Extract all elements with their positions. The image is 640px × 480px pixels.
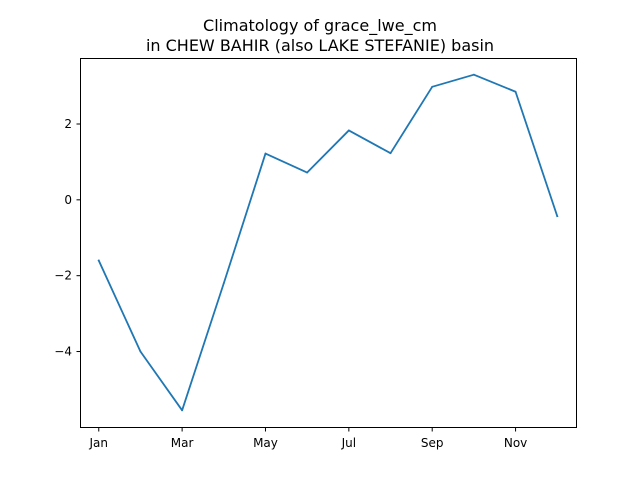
data-point [97,259,100,262]
data-point [347,129,350,132]
series-layer [97,73,559,412]
x-tick-label: Sep [421,436,444,450]
data-point [222,282,225,285]
x-axis-ticks: Jan Mar May Jul Sep Nov [89,427,527,450]
data-point [431,85,434,88]
y-tick-label: −4 [54,345,72,359]
data-point [139,350,142,353]
data-point [514,90,517,93]
data-point [389,152,392,155]
plot-frame [80,58,577,428]
x-tick-label: May [253,436,278,450]
data-point [306,171,309,174]
x-tick-label: Mar [171,436,194,450]
data-point [556,215,559,218]
x-tick-label: Jan [89,436,109,450]
series-line [97,73,559,412]
data-point [181,409,184,412]
data-point [472,73,475,76]
x-tick-label: Nov [504,436,527,450]
data-point [264,152,267,155]
y-axis-ticks: −4 −2 0 2 [54,117,81,359]
y-tick-label: 0 [64,193,72,207]
chart-title-line-1: Climatology of grace_lwe_cm [203,16,437,35]
y-tick-label: −2 [54,269,72,283]
x-tick-label: Jul [341,436,356,450]
y-tick-label: 2 [64,117,72,131]
chart-title-line-2: in CHEW BAHIR (also LAKE STEFANIE) basin [145,36,495,55]
